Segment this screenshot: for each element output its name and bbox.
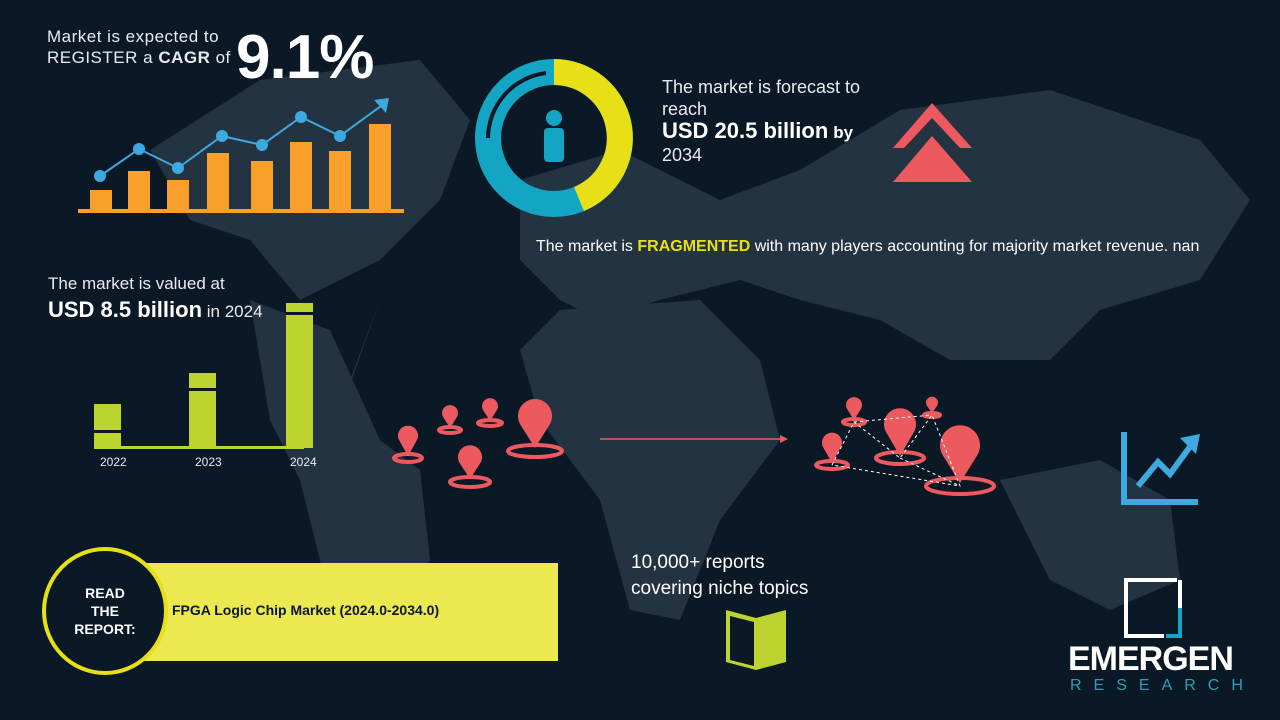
forecast-value: USD 20.5 billion: [662, 118, 829, 143]
year-label-2022: 2022: [100, 455, 127, 469]
year-label-2023: 2023: [195, 455, 222, 469]
valued-value: USD 8.5 billion: [48, 297, 203, 322]
reports-count-line1: 10,000+ reports: [631, 552, 765, 573]
forecast-year: 2034: [662, 145, 703, 165]
cagr-label: CAGR: [158, 48, 211, 67]
growth-chart-icon: [78, 98, 404, 213]
reports-count-line2: covering niche topics: [631, 578, 809, 599]
donut-chart-icon: [475, 59, 633, 217]
year-label-2024: 2024: [290, 455, 317, 469]
reports-count-text: 10,000+ reports covering niche topics: [631, 550, 808, 602]
report-title-link[interactable]: FPGA Logic Chip Market (2024.0-2034.0): [172, 602, 440, 618]
fragmented-highlight: FRAGMENTED: [637, 238, 751, 255]
location-network-icon: [392, 396, 996, 496]
emergen-logo-mark: [1124, 578, 1182, 638]
logo-name: EMERGEN: [1068, 640, 1234, 678]
cagr-line2-suffix: of: [210, 48, 231, 67]
valued-value-line: USD 8.5 billion in 2024: [48, 297, 263, 323]
fragmented-prefix: The market is: [536, 238, 638, 255]
valued-suffix: in 2024: [202, 302, 263, 321]
cagr-text: Market is expected to REGISTER a CAGR of: [47, 26, 231, 68]
fragmented-text: The market is FRAGMENTED with many playe…: [536, 236, 1216, 258]
double-chevron-up-icon: [893, 103, 972, 182]
report-banner[interactable]: [140, 563, 558, 661]
read-label: READ: [85, 585, 125, 601]
cagr-line2-prefix: REGISTER a: [47, 48, 159, 67]
forecast-text: The market is forecast to reach USD 20.5…: [662, 76, 902, 166]
cagr-line1: Market is expected to: [47, 27, 220, 46]
forecast-by: by: [833, 123, 854, 142]
fragmented-suffix: with many players accounting for majorit…: [750, 238, 1200, 255]
forecast-line1: The market is forecast to reach: [662, 77, 861, 119]
open-book-icon: [726, 610, 786, 670]
cagr-value: 9.1%: [236, 23, 374, 92]
valued-line1: The market is valued at: [48, 274, 225, 293]
report-label: REPORT:: [74, 621, 136, 637]
the-label: THE: [90, 603, 119, 619]
trend-up-icon: [1121, 432, 1200, 505]
read-report-button[interactable]: READ THE REPORT:: [42, 547, 168, 675]
value-bar-chart-icon: [94, 303, 313, 449]
logo-sub: RESEARCH: [1070, 677, 1255, 694]
